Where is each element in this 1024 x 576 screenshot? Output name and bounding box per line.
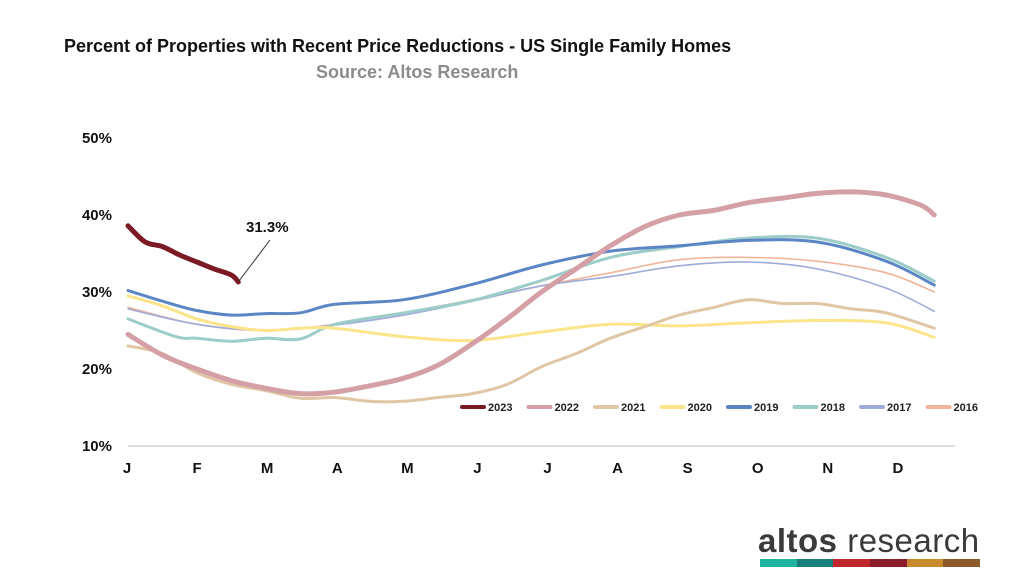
x-tick-label: O [752,460,764,477]
series-line-2020 [126,294,936,343]
y-tick-label: 50% [82,130,112,147]
brand-stripe-segment [870,559,907,567]
x-tick-label: F [192,460,201,477]
y-tick-label: 30% [82,284,112,301]
chart-subtitle: Source: Altos Research [316,62,519,82]
y-tick-label: 40% [82,207,112,224]
x-tick-label: J [473,460,481,477]
brand-stripe-segment [796,559,834,567]
legend-label-2017: 2017 [887,402,911,414]
x-tick-label: D [893,460,904,477]
y-tick-label: 20% [82,361,112,378]
series-line-2019 [126,238,936,317]
chart-title: Percent of Properties with Recent Price … [64,36,732,56]
legend-label-2023: 2023 [488,402,512,414]
brand-word-altos: altos [758,522,838,559]
legend-label-2018: 2018 [821,402,845,414]
brand-stripe-segment [906,559,944,567]
brand-stripe-segment [833,559,871,567]
x-tick-label: M [261,460,274,477]
series-line-2018 [126,234,936,343]
brand-word-research: research [837,522,980,559]
annotation-label: 31.3% [246,219,289,236]
legend-label-2022: 2022 [555,402,579,414]
legend-label-2021: 2021 [621,402,645,414]
brand-color-stripe [760,559,981,567]
brand-stripe-segment [943,559,981,567]
y-tick-label: 10% [82,438,112,455]
legend-label-2016: 2016 [954,402,978,414]
annotation-leader-line [237,239,271,283]
x-tick-label: A [332,460,343,477]
x-tick-label: A [612,460,623,477]
series-line-2023 [125,223,241,285]
series-line-2022 [125,189,937,397]
brand-stripe-segment [760,559,797,567]
x-tick-label: J [543,460,551,477]
x-tick-label: J [123,460,131,477]
brand-logo: altos research [758,522,980,560]
legend-label-2019: 2019 [754,402,778,414]
x-tick-label: N [822,460,833,477]
x-tick-label: M [401,460,414,477]
x-tick-label: S [683,460,693,477]
legend-label-2020: 2020 [688,402,712,414]
